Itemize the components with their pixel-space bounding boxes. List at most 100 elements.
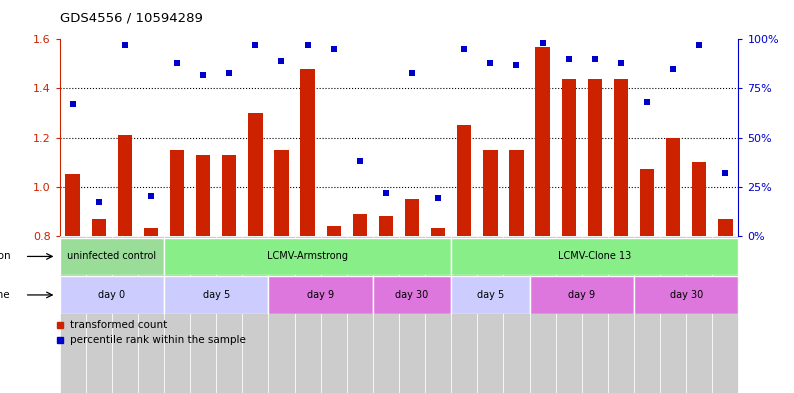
Text: uninfected control: uninfected control	[67, 252, 156, 261]
Point	[92, 199, 105, 206]
Point	[276, 58, 288, 64]
Text: day 30: day 30	[669, 290, 703, 300]
Point	[615, 60, 627, 66]
Bar	[582, 236, 608, 393]
Bar	[660, 236, 686, 393]
Bar	[608, 236, 634, 393]
Bar	[118, 135, 132, 236]
Bar	[65, 174, 79, 236]
Text: percentile rank within the sample: percentile rank within the sample	[70, 335, 246, 345]
Bar	[249, 113, 263, 236]
Point	[536, 40, 549, 46]
Bar	[686, 236, 712, 393]
Bar	[60, 238, 164, 275]
Point	[588, 56, 601, 62]
Bar	[712, 236, 738, 393]
Bar	[144, 228, 158, 236]
Bar	[666, 138, 680, 236]
Point	[171, 60, 183, 66]
Bar	[634, 236, 660, 393]
Point	[458, 46, 471, 52]
Bar	[477, 236, 503, 393]
Bar	[190, 236, 216, 393]
Text: LCMV-Clone 13: LCMV-Clone 13	[558, 252, 631, 261]
Bar	[451, 238, 738, 275]
Text: time: time	[0, 290, 10, 300]
Bar	[588, 79, 602, 236]
Bar	[222, 155, 237, 236]
Bar	[634, 276, 738, 314]
Bar	[399, 236, 425, 393]
Bar	[379, 216, 393, 236]
Text: infection: infection	[0, 252, 10, 261]
Bar	[373, 236, 399, 393]
Point	[667, 66, 680, 72]
Bar	[300, 69, 314, 236]
Bar	[242, 236, 268, 393]
Text: day 30: day 30	[395, 290, 429, 300]
Bar	[347, 236, 373, 393]
Bar	[530, 236, 556, 393]
Bar	[60, 236, 86, 393]
Bar	[321, 236, 347, 393]
Point	[510, 62, 522, 68]
Bar	[719, 219, 733, 236]
Bar	[530, 276, 634, 314]
Point	[380, 189, 392, 196]
Bar	[164, 238, 451, 275]
Point	[406, 70, 418, 76]
Text: day 0: day 0	[98, 290, 125, 300]
Bar	[484, 150, 498, 236]
Bar	[451, 276, 530, 314]
Bar	[509, 150, 524, 236]
Text: day 5: day 5	[202, 290, 229, 300]
Bar	[692, 162, 707, 236]
Point	[118, 42, 131, 48]
Bar	[326, 226, 341, 236]
Point	[301, 42, 314, 48]
Text: day 5: day 5	[476, 290, 504, 300]
Text: GDS4556 / 10594289: GDS4556 / 10594289	[60, 12, 202, 25]
Bar	[112, 236, 138, 393]
Bar	[451, 236, 477, 393]
Bar	[274, 150, 289, 236]
Point	[353, 158, 366, 164]
Bar	[170, 150, 184, 236]
Bar	[561, 79, 576, 236]
Bar	[535, 47, 549, 236]
Bar	[138, 236, 164, 393]
Point	[484, 60, 497, 66]
Point	[693, 42, 706, 48]
Point	[66, 101, 79, 107]
Text: day 9: day 9	[307, 290, 334, 300]
Bar	[353, 214, 367, 236]
Bar	[164, 276, 268, 314]
Point	[327, 46, 340, 52]
Bar	[373, 276, 451, 314]
Bar	[457, 125, 472, 236]
Bar	[425, 236, 451, 393]
Bar	[405, 199, 419, 236]
Point	[197, 72, 210, 78]
Point	[432, 195, 445, 202]
Text: LCMV-Armstrong: LCMV-Armstrong	[267, 252, 348, 261]
Bar	[268, 276, 373, 314]
Bar	[86, 236, 112, 393]
Point	[223, 70, 236, 76]
Text: day 9: day 9	[569, 290, 596, 300]
Point	[145, 193, 157, 200]
Text: transformed count: transformed count	[70, 320, 168, 330]
Bar	[295, 236, 321, 393]
Bar	[196, 155, 210, 236]
Bar	[614, 79, 628, 236]
Point	[249, 42, 262, 48]
Bar	[91, 219, 106, 236]
Point	[562, 56, 575, 62]
Bar	[216, 236, 242, 393]
Point	[641, 99, 653, 105]
Bar	[268, 236, 295, 393]
Bar	[640, 169, 654, 236]
Point	[719, 170, 732, 176]
Bar	[60, 276, 164, 314]
Bar	[556, 236, 582, 393]
